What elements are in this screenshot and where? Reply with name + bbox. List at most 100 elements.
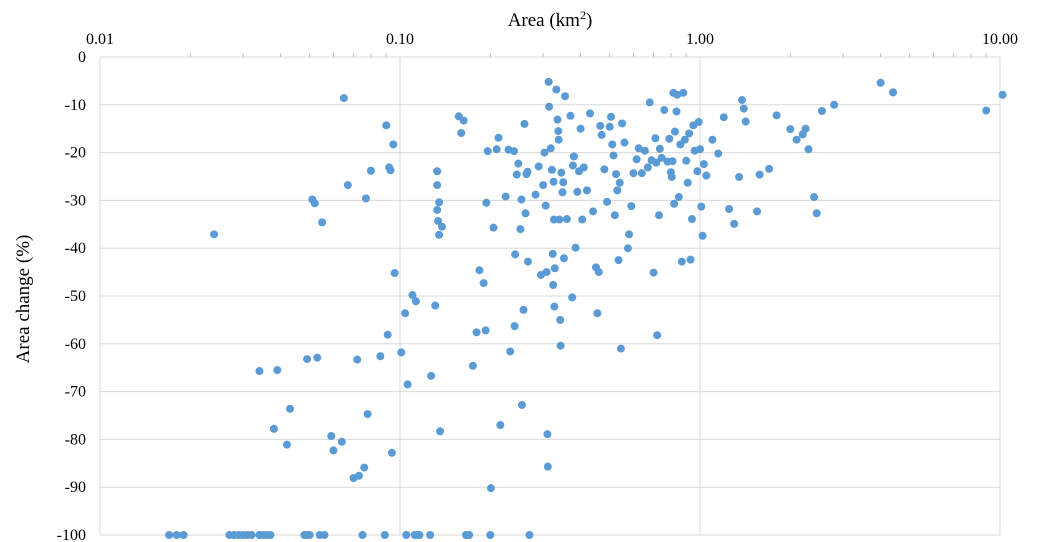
y-tick-label-1: -10 xyxy=(65,97,86,114)
data-point-47 xyxy=(386,166,395,175)
data-point-72 xyxy=(457,129,466,138)
data-point-123 xyxy=(549,215,558,224)
data-point-77 xyxy=(472,328,481,337)
data-point-80 xyxy=(481,326,490,335)
data-point-214 xyxy=(696,145,704,154)
data-point-37 xyxy=(358,531,367,539)
data-point-100 xyxy=(519,305,528,314)
data-point-149 xyxy=(582,186,591,195)
data-point-126 xyxy=(552,85,561,94)
data-point-188 xyxy=(657,153,666,162)
data-point-219 xyxy=(708,135,717,144)
y-tick-label-3: -30 xyxy=(65,192,86,209)
data-point-153 xyxy=(593,309,602,318)
data-point-73 xyxy=(459,116,468,125)
data-point-32 xyxy=(339,94,348,103)
data-point-115 xyxy=(543,462,552,471)
data-point-104 xyxy=(523,167,532,176)
y-tick-label-7: -70 xyxy=(65,384,86,401)
data-point-62 xyxy=(431,301,440,310)
data-point-227 xyxy=(741,117,750,126)
data-point-217 xyxy=(699,160,708,169)
data-point-241 xyxy=(876,78,885,87)
data-point-50 xyxy=(390,269,399,278)
data-point-177 xyxy=(637,169,646,178)
data-point-226 xyxy=(739,104,748,113)
data-point-171 xyxy=(623,244,632,253)
data-point-174 xyxy=(629,169,638,178)
data-point-59 xyxy=(415,531,424,539)
data-point-92 xyxy=(510,147,519,156)
data-point-176 xyxy=(634,144,643,153)
data-point-137 xyxy=(561,92,570,101)
x-axis-title-close: ) xyxy=(586,10,592,31)
y-tick-label-6: -60 xyxy=(65,336,86,353)
y-tick-label-5: -50 xyxy=(65,288,86,305)
data-point-89 xyxy=(501,192,510,201)
data-point-111 xyxy=(540,148,549,157)
data-point-191 xyxy=(665,134,674,143)
data-point-24 xyxy=(310,199,319,208)
x-axis-ticks: 0.01 0.10 1.00 10.00 xyxy=(86,31,1018,48)
data-point-105 xyxy=(523,257,532,266)
data-point-88 xyxy=(496,421,505,430)
data-point-63 xyxy=(433,181,442,190)
data-point-163 xyxy=(610,211,619,220)
data-point-236 xyxy=(804,145,813,154)
data-point-18 xyxy=(286,404,295,413)
data-point-228 xyxy=(753,207,762,216)
data-point-189 xyxy=(660,106,669,115)
data-point-16 xyxy=(269,424,278,433)
data-point-183 xyxy=(651,134,660,143)
data-point-136 xyxy=(559,254,568,263)
data-point-166 xyxy=(614,256,623,265)
data-point-239 xyxy=(817,107,826,116)
data-point-95 xyxy=(512,170,521,179)
data-point-86 xyxy=(492,145,501,154)
data-point-159 xyxy=(605,122,614,131)
data-point-243 xyxy=(982,106,991,115)
y-axis-title: Area change (%) xyxy=(13,235,34,364)
data-point-194 xyxy=(668,157,677,166)
data-point-186 xyxy=(654,211,663,220)
data-point-125 xyxy=(550,264,559,273)
data-point-218 xyxy=(702,171,711,180)
data-point-85 xyxy=(489,223,498,232)
data-point-155 xyxy=(596,121,605,130)
y-tick-label-9: -90 xyxy=(65,479,86,496)
data-point-61 xyxy=(427,371,436,380)
data-point-135 xyxy=(559,178,568,187)
data-point-15 xyxy=(273,366,282,375)
data-point-200 xyxy=(674,193,683,202)
data-point-198 xyxy=(672,107,681,116)
data-point-114 xyxy=(543,430,552,439)
data-point-75 xyxy=(465,531,474,539)
data-point-223 xyxy=(730,219,739,228)
data-point-81 xyxy=(482,198,491,207)
data-point-225 xyxy=(737,96,746,105)
data-point-31 xyxy=(337,437,346,446)
data-point-193 xyxy=(667,172,676,181)
data-point-108 xyxy=(534,162,543,171)
data-point-87 xyxy=(494,133,503,142)
data-point-49 xyxy=(389,140,398,149)
x-axis-title-superscript: 2 xyxy=(580,8,586,22)
data-point-230 xyxy=(765,164,774,173)
data-point-178 xyxy=(640,146,649,155)
data-point-204 xyxy=(680,135,689,144)
data-point-112 xyxy=(541,201,550,210)
data-point-144 xyxy=(573,187,582,196)
data-point-113 xyxy=(542,268,551,277)
data-point-64 xyxy=(433,167,442,176)
data-point-184 xyxy=(652,158,661,167)
data-point-157 xyxy=(600,165,609,174)
data-point-119 xyxy=(547,165,556,174)
data-point-160 xyxy=(606,112,615,121)
data-point-232 xyxy=(786,125,795,134)
data-point-48 xyxy=(387,448,396,457)
data-point-156 xyxy=(597,130,606,139)
data-point-3 xyxy=(210,230,219,239)
data-point-185 xyxy=(653,331,662,340)
data-point-221 xyxy=(719,113,728,122)
data-point-203 xyxy=(679,88,688,97)
